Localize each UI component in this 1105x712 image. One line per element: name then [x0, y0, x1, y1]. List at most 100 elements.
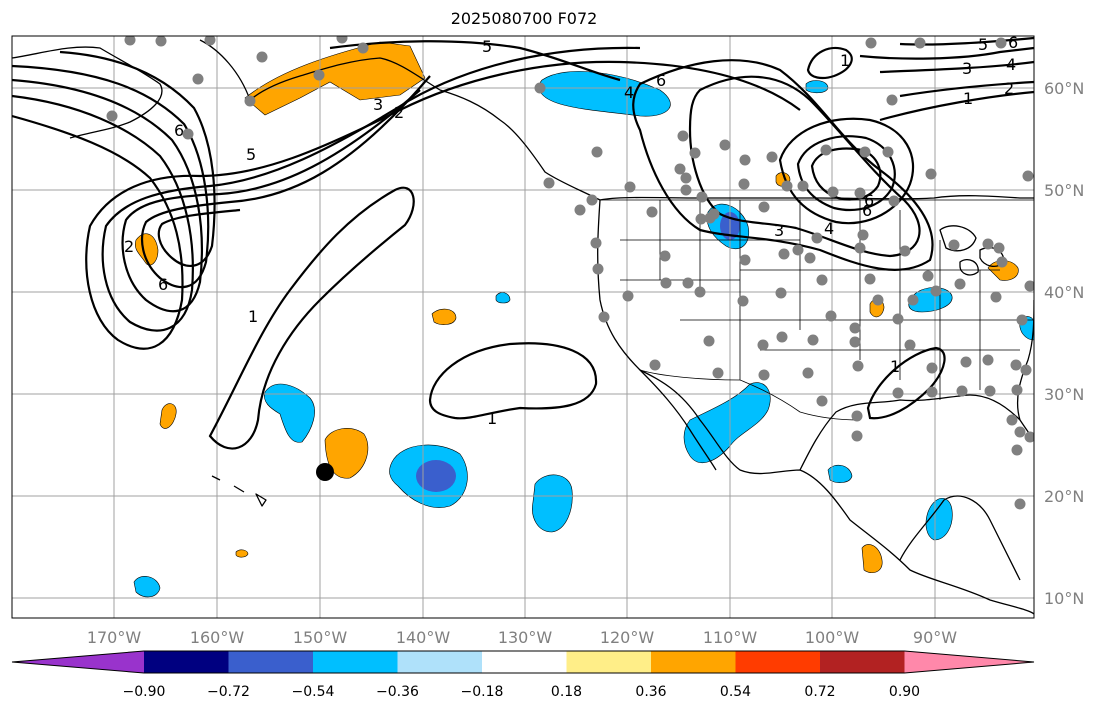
station-dot	[892, 387, 904, 399]
station-dot	[694, 286, 706, 298]
location-marker[interactable]	[316, 463, 334, 481]
shade-mexico-sky	[683, 382, 771, 463]
station-dot	[1022, 170, 1034, 182]
shade-pacific-orange-2	[159, 403, 177, 429]
colorbar-tick-label: 0.90	[889, 684, 920, 700]
station-dot	[996, 256, 1008, 268]
station-dot	[766, 151, 778, 163]
shade-south-sky	[532, 474, 573, 533]
colorbar-tick-label: −0.72	[207, 684, 250, 700]
station-dot	[827, 186, 839, 198]
contour-lines	[12, 36, 1034, 450]
station-dot	[811, 232, 823, 244]
station-dot	[624, 181, 636, 193]
contour-trough	[632, 59, 934, 271]
station-dot	[864, 273, 876, 285]
colorbar-tick-label: −0.90	[123, 684, 166, 700]
colorbar-swatch	[397, 651, 482, 673]
lon-tick-label: 90°W	[913, 628, 957, 647]
colorbar-tick-label: 0.54	[720, 684, 751, 700]
contour-label: 1	[890, 357, 900, 376]
station-dot	[719, 139, 731, 151]
contour-6-west	[59, 50, 241, 267]
shade-central-america-sky	[925, 497, 953, 541]
station-dot	[622, 290, 634, 302]
shade-pacific-orange-1	[431, 308, 457, 325]
shade-small-sky-1	[805, 80, 829, 94]
station-dot	[775, 287, 787, 299]
station-dot	[674, 163, 686, 175]
contour-east-1	[879, 80, 1034, 122]
lon-tick-label: 110°W	[703, 628, 758, 647]
station-dot	[904, 339, 916, 351]
contour-label: 1	[963, 89, 973, 108]
lon-tick-label: 100°W	[805, 628, 860, 647]
station-dot	[758, 201, 770, 213]
shade-lakes-orange	[987, 260, 1019, 281]
gulf-coast	[799, 394, 1034, 581]
hawaii-islands	[211, 475, 267, 507]
station-dot	[1011, 384, 1023, 396]
colorbar-swatch	[651, 651, 736, 673]
station-dot	[960, 356, 972, 368]
contour-low-ring3	[810, 147, 882, 201]
station-dot	[1020, 364, 1032, 376]
station-dot	[1016, 314, 1028, 326]
station-dot	[677, 130, 689, 142]
longitude-labels: 170°W 160°W 150°W 140°W 130°W 120°W 110°…	[87, 628, 957, 647]
station-dot	[925, 168, 937, 180]
station-dot	[851, 430, 863, 442]
station-dot	[192, 73, 204, 85]
station-dot	[854, 242, 866, 254]
contour-label: 3	[774, 221, 784, 240]
station-dot	[1014, 498, 1026, 510]
contour-label: 3	[962, 59, 972, 78]
station-dot	[696, 191, 708, 203]
station-dot	[574, 204, 586, 216]
station-dot	[704, 212, 716, 224]
lat-tick-label: 20°N	[1044, 487, 1084, 506]
contour-1-west	[208, 186, 415, 450]
station-dot	[851, 410, 863, 422]
station-dot	[660, 277, 672, 289]
station-dot	[758, 369, 770, 381]
shade-pacific-sky-1	[133, 576, 161, 598]
colorbar-tick-label: −0.36	[376, 684, 419, 700]
station-dot	[776, 331, 788, 343]
station-dot	[204, 36, 216, 46]
station-dot	[816, 274, 828, 286]
contour-label: 6	[864, 191, 874, 210]
station-dot	[859, 146, 871, 158]
station-dot	[649, 359, 661, 371]
station-dot	[807, 334, 819, 346]
station-dot	[591, 146, 603, 158]
station-dot	[956, 385, 968, 397]
shade-pacific-sky-2	[495, 292, 511, 304]
contour-1-ne-small	[806, 46, 853, 80]
station-dot	[534, 82, 546, 94]
colorbar-extend-left	[12, 651, 144, 673]
station-dot	[124, 36, 136, 46]
station-dot	[106, 110, 118, 122]
map-layers: 5 6 3 2 1 6 5 2 6 1 1 4 6 1 2 3 4 5 6 1 …	[12, 35, 1034, 618]
station-dot	[646, 206, 658, 218]
station-dot	[852, 360, 864, 372]
shade-texas-sky	[827, 464, 853, 483]
contour-label: 3	[373, 95, 383, 114]
contour-label: 4	[1006, 55, 1016, 74]
colorbar-outline	[11, 650, 1035, 674]
station-dot	[802, 367, 814, 379]
station-dot	[1014, 426, 1026, 438]
contour-label: 5	[978, 35, 988, 54]
west-coast	[597, 199, 1034, 615]
station-dot	[914, 37, 926, 49]
shade-central-royal	[416, 460, 456, 492]
station-dot	[680, 172, 692, 184]
station-dot	[703, 335, 715, 347]
station-dot	[816, 395, 828, 407]
station-dot	[313, 69, 325, 81]
station-dot	[982, 354, 994, 366]
colorbar-tick-label: −0.54	[292, 684, 335, 700]
colorbar-swatch	[144, 651, 229, 673]
